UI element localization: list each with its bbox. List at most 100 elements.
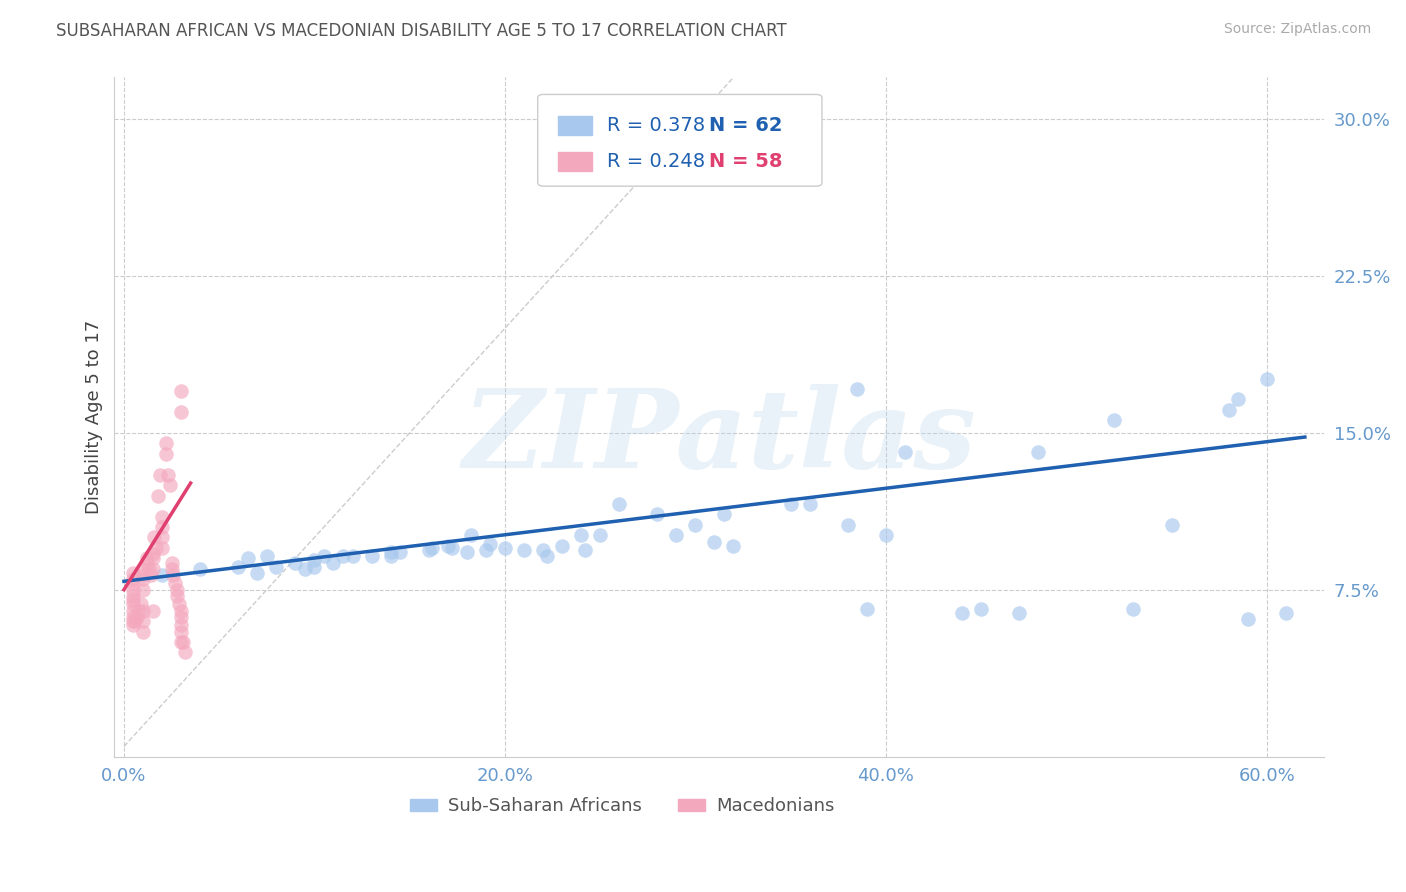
Point	[170, 635, 193, 649]
Point	[188, 562, 211, 576]
Point	[156, 467, 179, 482]
Point	[536, 549, 558, 564]
Point	[436, 539, 458, 553]
Point	[418, 543, 440, 558]
Point	[380, 545, 402, 559]
Point	[170, 610, 193, 624]
Point	[155, 436, 177, 450]
Point	[665, 528, 688, 542]
Point	[460, 528, 482, 542]
Point	[1008, 606, 1031, 620]
Point	[166, 582, 188, 597]
Point	[170, 604, 193, 618]
Point	[1227, 392, 1250, 407]
Point	[574, 543, 596, 558]
Point	[132, 624, 155, 639]
Point	[360, 549, 382, 564]
Point	[170, 384, 193, 398]
Legend: Sub-Saharan Africans, Macedonians: Sub-Saharan Africans, Macedonians	[404, 790, 842, 822]
Point	[1236, 612, 1258, 626]
Text: Source: ZipAtlas.com: Source: ZipAtlas.com	[1223, 22, 1371, 37]
Point	[531, 543, 554, 558]
Point	[122, 593, 145, 607]
Text: N = 62: N = 62	[710, 116, 783, 136]
Point	[322, 556, 344, 570]
Point	[122, 604, 145, 618]
Point	[837, 517, 859, 532]
Point	[150, 520, 173, 534]
Text: R = 0.248: R = 0.248	[606, 152, 704, 170]
Point	[122, 566, 145, 580]
Text: R = 0.378: R = 0.378	[606, 116, 704, 136]
Point	[950, 606, 973, 620]
Point	[1218, 403, 1240, 417]
Point	[167, 597, 190, 611]
Point	[779, 497, 801, 511]
Point	[170, 624, 193, 639]
Point	[127, 610, 149, 624]
Point	[380, 549, 402, 564]
Point	[1026, 444, 1049, 458]
Point	[162, 568, 184, 582]
FancyBboxPatch shape	[558, 152, 592, 170]
Point	[132, 614, 155, 628]
Point	[389, 545, 412, 559]
Point	[304, 559, 326, 574]
Point	[160, 562, 183, 576]
Point	[132, 572, 155, 586]
Point	[122, 614, 145, 628]
Point	[894, 444, 917, 458]
Point	[589, 528, 612, 542]
Point	[143, 530, 166, 544]
Point	[422, 541, 444, 555]
FancyBboxPatch shape	[558, 116, 592, 136]
Point	[141, 547, 163, 561]
Point	[266, 559, 288, 574]
Point	[569, 528, 592, 542]
Point	[723, 539, 745, 553]
Point	[150, 509, 173, 524]
Point	[799, 497, 821, 511]
Point	[1160, 517, 1182, 532]
Point	[246, 566, 269, 580]
Point	[135, 551, 157, 566]
Y-axis label: Disability Age 5 to 17: Disability Age 5 to 17	[86, 320, 103, 515]
Point	[478, 537, 501, 551]
Point	[172, 635, 194, 649]
Point	[150, 530, 173, 544]
Point	[607, 497, 630, 511]
Point	[284, 556, 307, 570]
Point	[128, 604, 150, 618]
Point	[332, 549, 354, 564]
Point	[256, 549, 278, 564]
Point	[294, 562, 316, 576]
Point	[226, 559, 249, 574]
Point	[129, 597, 152, 611]
Text: ZIPatlas: ZIPatlas	[463, 384, 976, 491]
Point	[645, 508, 668, 522]
Point	[150, 541, 173, 555]
Point	[494, 541, 516, 555]
FancyBboxPatch shape	[537, 95, 823, 186]
Point	[304, 553, 326, 567]
Point	[685, 517, 707, 532]
Point	[160, 556, 183, 570]
Point	[138, 562, 160, 576]
Point	[155, 447, 177, 461]
Point	[875, 528, 897, 542]
Point	[149, 467, 172, 482]
Point	[141, 551, 163, 566]
Point	[342, 549, 364, 564]
Point	[970, 601, 993, 615]
Point	[703, 534, 725, 549]
Point	[846, 382, 869, 396]
Point	[122, 597, 145, 611]
Point	[150, 568, 173, 582]
Point	[132, 604, 155, 618]
Point	[1275, 606, 1298, 620]
Point	[475, 543, 498, 558]
Point	[132, 562, 155, 576]
Point	[551, 539, 574, 553]
Point	[122, 589, 145, 603]
Point	[1122, 601, 1144, 615]
